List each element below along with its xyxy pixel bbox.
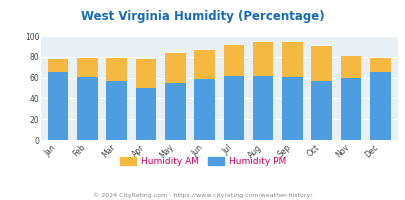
Bar [48, 59, 68, 72]
Bar [281, 42, 302, 77]
Legend: Humidity AM, Humidity PM: Humidity AM, Humidity PM [116, 153, 289, 169]
Bar [106, 81, 127, 140]
Bar [311, 81, 331, 140]
Bar [369, 58, 390, 72]
Bar [223, 45, 243, 76]
Bar [194, 79, 214, 140]
Bar [48, 72, 68, 140]
Bar [135, 59, 156, 88]
Bar [135, 88, 156, 140]
Bar [194, 50, 214, 79]
Text: West Virginia Humidity (Percentage): West Virginia Humidity (Percentage) [81, 10, 324, 23]
Bar [369, 72, 390, 140]
Bar [77, 58, 98, 77]
Bar [165, 83, 185, 140]
Bar [281, 77, 302, 140]
Bar [106, 58, 127, 81]
Bar [340, 78, 360, 140]
Bar [252, 42, 273, 76]
Bar [223, 76, 243, 140]
Bar [340, 56, 360, 78]
Bar [77, 77, 98, 140]
Bar [252, 76, 273, 140]
Bar [311, 46, 331, 81]
Text: © 2024 CityRating.com - https://www.cityrating.com/weather-history/: © 2024 CityRating.com - https://www.city… [93, 192, 312, 198]
Bar [165, 53, 185, 83]
